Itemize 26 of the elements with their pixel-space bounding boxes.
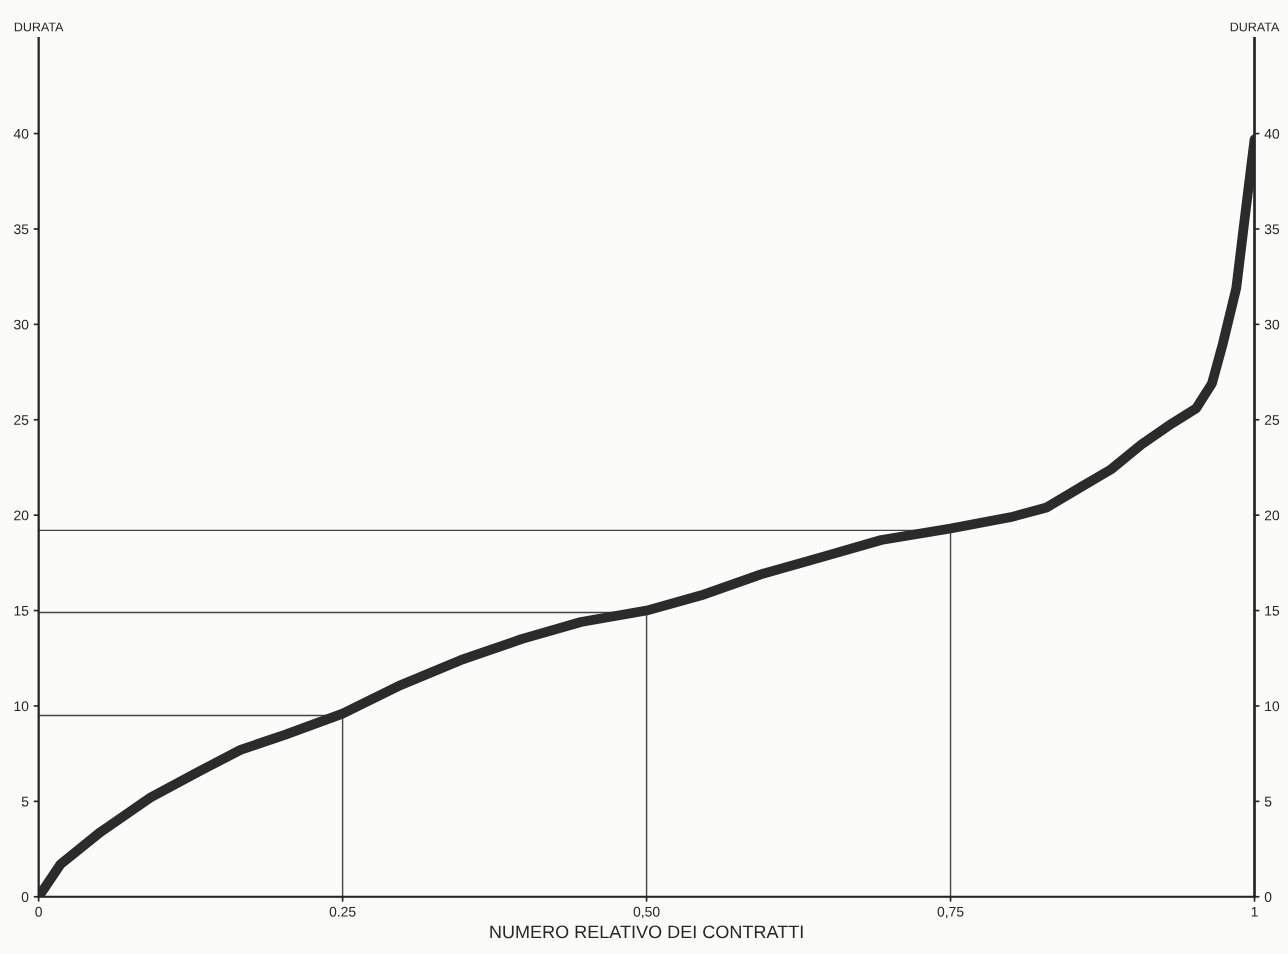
y-axis-title: DURATA — [14, 22, 64, 32]
x-tick-label: 0 — [35, 906, 42, 917]
y2-tick-label: 25 — [1264, 415, 1280, 425]
y-tick-label: 25 — [14, 415, 29, 425]
y-tick-label: 40 — [13, 128, 29, 139]
x-tick-label: 0,50 — [633, 906, 660, 919]
x-axis-title: NUMERO RELATIVO DEI CONTRATTI — [490, 925, 803, 939]
y2-axis-title: DURATA — [1230, 22, 1280, 32]
y-tick-label: 0 — [21, 892, 29, 902]
y2-tick-label: 40 — [1264, 128, 1280, 139]
y-tick-label: 15 — [14, 606, 29, 616]
y2-tick-label: 30 — [1264, 319, 1280, 330]
y2-tick-label: 35 — [1264, 224, 1280, 235]
y-tick-label: 5 — [21, 796, 29, 807]
y2-tick-label: 15 — [1265, 606, 1280, 616]
y2-tick-label: 0 — [1264, 892, 1272, 902]
x-tick-label: 0.25 — [329, 906, 356, 917]
x-tick-label: 1 — [1251, 906, 1258, 917]
y-tick-label: 20 — [14, 510, 29, 521]
y2-tick-label: 20 — [1264, 510, 1280, 521]
y-tick-label: 30 — [14, 319, 29, 330]
y2-tick-label: 5 — [1264, 796, 1272, 807]
y-tick-label: 35 — [14, 224, 29, 235]
y-tick-label: 10 — [14, 701, 29, 712]
x-tick-label: 0,75 — [937, 906, 964, 919]
y2-tick-label: 10 — [1265, 701, 1280, 712]
